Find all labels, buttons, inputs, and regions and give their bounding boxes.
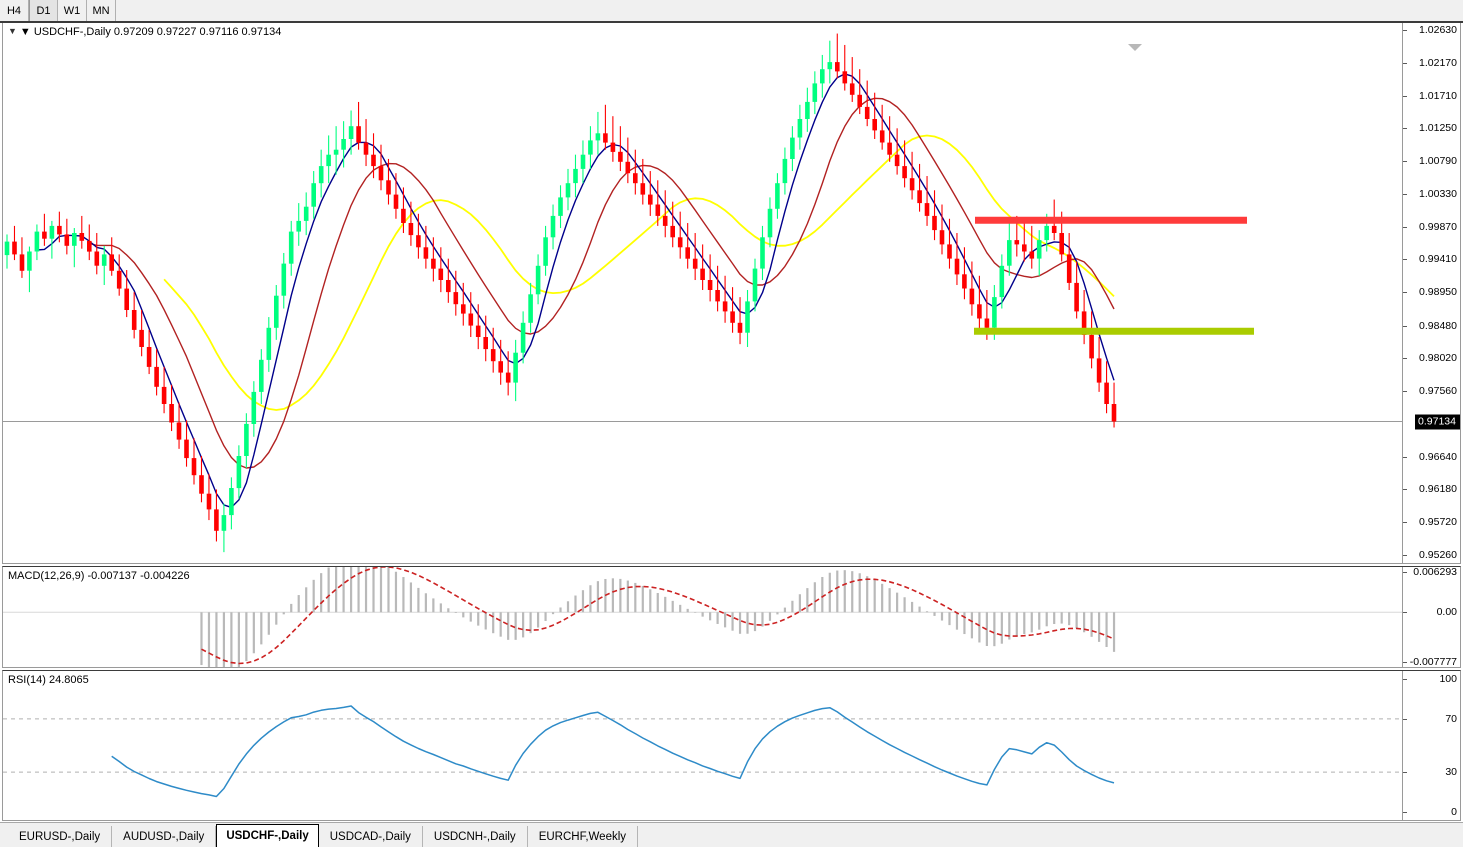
rsi-tick-mark bbox=[1403, 812, 1407, 813]
timeframe-d1-label: D1 bbox=[36, 4, 51, 17]
macd-panel[interactable]: MACD(12,26,9) -0.007137 -0.004226 0.0062… bbox=[2, 566, 1461, 668]
chart-tab-label: EURCHF,Weekly bbox=[538, 830, 627, 843]
rsi-plot bbox=[3, 671, 1402, 820]
current-price-tag: 0.97134 bbox=[1415, 414, 1460, 429]
price-tick-mark bbox=[1403, 30, 1407, 31]
price-tick-label: 0.96180 bbox=[1419, 483, 1457, 496]
price-plot bbox=[3, 23, 1402, 562]
chart-tab-label: AUDUSD-,Daily bbox=[123, 830, 205, 843]
timeframe-h4-label: H4 bbox=[6, 4, 22, 17]
chart-tab-audusd-daily[interactable]: AUDUSD-,Daily bbox=[112, 826, 217, 847]
price-tick-mark bbox=[1403, 358, 1407, 360]
price-tick-label: 0.96640 bbox=[1419, 450, 1457, 463]
chart-area: ▼ ▼ USDCHF-,Daily 0.97209 0.97227 0.97116… bbox=[0, 21, 1463, 838]
rsi-panel[interactable]: RSI(14) 24.8065 100 70 30 0 bbox=[2, 670, 1461, 821]
price-tick-label: 0.95260 bbox=[1419, 549, 1457, 561]
rsi-tick-label: 70 bbox=[1445, 712, 1457, 725]
price-tick-label: 1.01710 bbox=[1419, 89, 1457, 102]
price-tick-label: 1.00790 bbox=[1419, 155, 1457, 168]
chart-tab-label: USDCHF-,Daily bbox=[226, 830, 309, 842]
price-tick-mark bbox=[1403, 259, 1407, 261]
macd-tick-mark bbox=[1403, 662, 1407, 663]
chart-top-marker-icon bbox=[1128, 44, 1142, 51]
chart-tab-usdcnh-daily[interactable]: USDCNH-,Daily bbox=[422, 826, 528, 847]
rsi-tick-label: 0 bbox=[1451, 806, 1457, 818]
macd-tick-mark bbox=[1403, 612, 1407, 614]
price-tick-label: 0.98020 bbox=[1419, 352, 1457, 365]
timeframe-d1[interactable]: D1 bbox=[29, 0, 58, 21]
chart-tab-eurusd-daily[interactable]: EURUSD-,Daily bbox=[8, 826, 113, 847]
rsi-line bbox=[111, 705, 1115, 798]
price-tick-mark bbox=[1403, 226, 1407, 228]
macd-plot bbox=[3, 567, 1402, 667]
timeframe-w1-label: W1 bbox=[63, 4, 81, 17]
price-tick-label: 0.95720 bbox=[1419, 516, 1457, 529]
ma-slow-line bbox=[163, 134, 1115, 411]
timeframe-mn[interactable]: MN bbox=[87, 0, 116, 21]
price-tick-label: 0.97560 bbox=[1419, 385, 1457, 398]
price-tick-mark bbox=[1403, 161, 1407, 163]
price-tick-label: 1.01250 bbox=[1419, 122, 1457, 135]
macd-signal-line bbox=[201, 567, 1115, 665]
macd-histogram bbox=[200, 567, 1116, 667]
price-tick-label: 1.02170 bbox=[1419, 56, 1457, 69]
price-tick-label: 0.99410 bbox=[1419, 253, 1457, 266]
timeframe-mn-label: MN bbox=[92, 4, 110, 17]
price-tick-mark bbox=[1403, 292, 1407, 294]
timeframe-h4[interactable]: H4 bbox=[0, 0, 29, 21]
timeframe-w1[interactable]: W1 bbox=[58, 0, 87, 21]
rsi-tick-label: 30 bbox=[1445, 766, 1457, 779]
rsi-tick-mark bbox=[1403, 772, 1407, 774]
macd-scale: 0.006293 0.00 -0.007777 bbox=[1402, 566, 1460, 668]
rsi-tick-mark bbox=[1403, 718, 1407, 720]
price-tick-mark bbox=[1403, 522, 1407, 524]
chart-tabbar: EURUSD-,Daily AUDUSD-,Daily USDCHF-,Daily U… bbox=[0, 822, 1463, 847]
price-tick-label: 0.98480 bbox=[1419, 319, 1457, 332]
price-tick-mark bbox=[1403, 193, 1407, 195]
rsi-scale: 100 70 30 0 bbox=[1402, 671, 1460, 820]
rsi-tick-mark bbox=[1403, 679, 1407, 680]
price-panel[interactable]: ▼ ▼ USDCHF-,Daily 0.97209 0.97227 0.97116… bbox=[2, 23, 1461, 564]
ma-fast-line bbox=[36, 73, 1115, 509]
price-tick-mark bbox=[1403, 391, 1407, 393]
price-tick-label: 1.02630 bbox=[1419, 24, 1457, 36]
price-tick-label: 0.98950 bbox=[1419, 286, 1457, 299]
price-tick-mark bbox=[1403, 489, 1407, 491]
chart-tab-label: USDCNH-,Daily bbox=[433, 830, 516, 843]
price-tick-mark bbox=[1403, 456, 1407, 458]
candlestick-series bbox=[4, 33, 1117, 553]
chart-tab-label: USDCAD-,Daily bbox=[329, 830, 411, 843]
price-tick-label: 0.99870 bbox=[1419, 220, 1457, 233]
price-tick-mark bbox=[1403, 62, 1407, 64]
macd-tick-label: 0.006293 bbox=[1413, 566, 1457, 578]
chart-tab-eurchf-weekly[interactable]: EURCHF,Weekly bbox=[527, 826, 639, 847]
price-tick-mark bbox=[1403, 555, 1407, 556]
macd-tick-mark bbox=[1403, 572, 1407, 573]
ma-mid-line bbox=[89, 97, 1115, 469]
price-tick-mark bbox=[1403, 95, 1407, 97]
toolbar-spacer bbox=[116, 0, 1463, 21]
macd-tick-label: -0.007777 bbox=[1409, 656, 1457, 668]
timeframe-toolbar: H4 D1 W1 MN bbox=[0, 0, 1463, 21]
chart-tab-usdcad-daily[interactable]: USDCAD-,Daily bbox=[318, 826, 423, 847]
price-tick-mark bbox=[1403, 325, 1407, 327]
price-tick-mark bbox=[1403, 128, 1407, 130]
rsi-tick-label: 100 bbox=[1439, 673, 1457, 685]
price-scale[interactable]: 1.02630 1.02170 1.01710 1.01250 1.00790 1.003… bbox=[1402, 23, 1460, 563]
macd-tick-label: 0.00 bbox=[1436, 606, 1457, 619]
chart-tab-label: EURUSD-,Daily bbox=[19, 830, 101, 843]
chart-tab-usdchf-daily[interactable]: USDCHF-,Daily bbox=[216, 824, 319, 847]
price-tick-label: 1.00330 bbox=[1419, 187, 1457, 200]
